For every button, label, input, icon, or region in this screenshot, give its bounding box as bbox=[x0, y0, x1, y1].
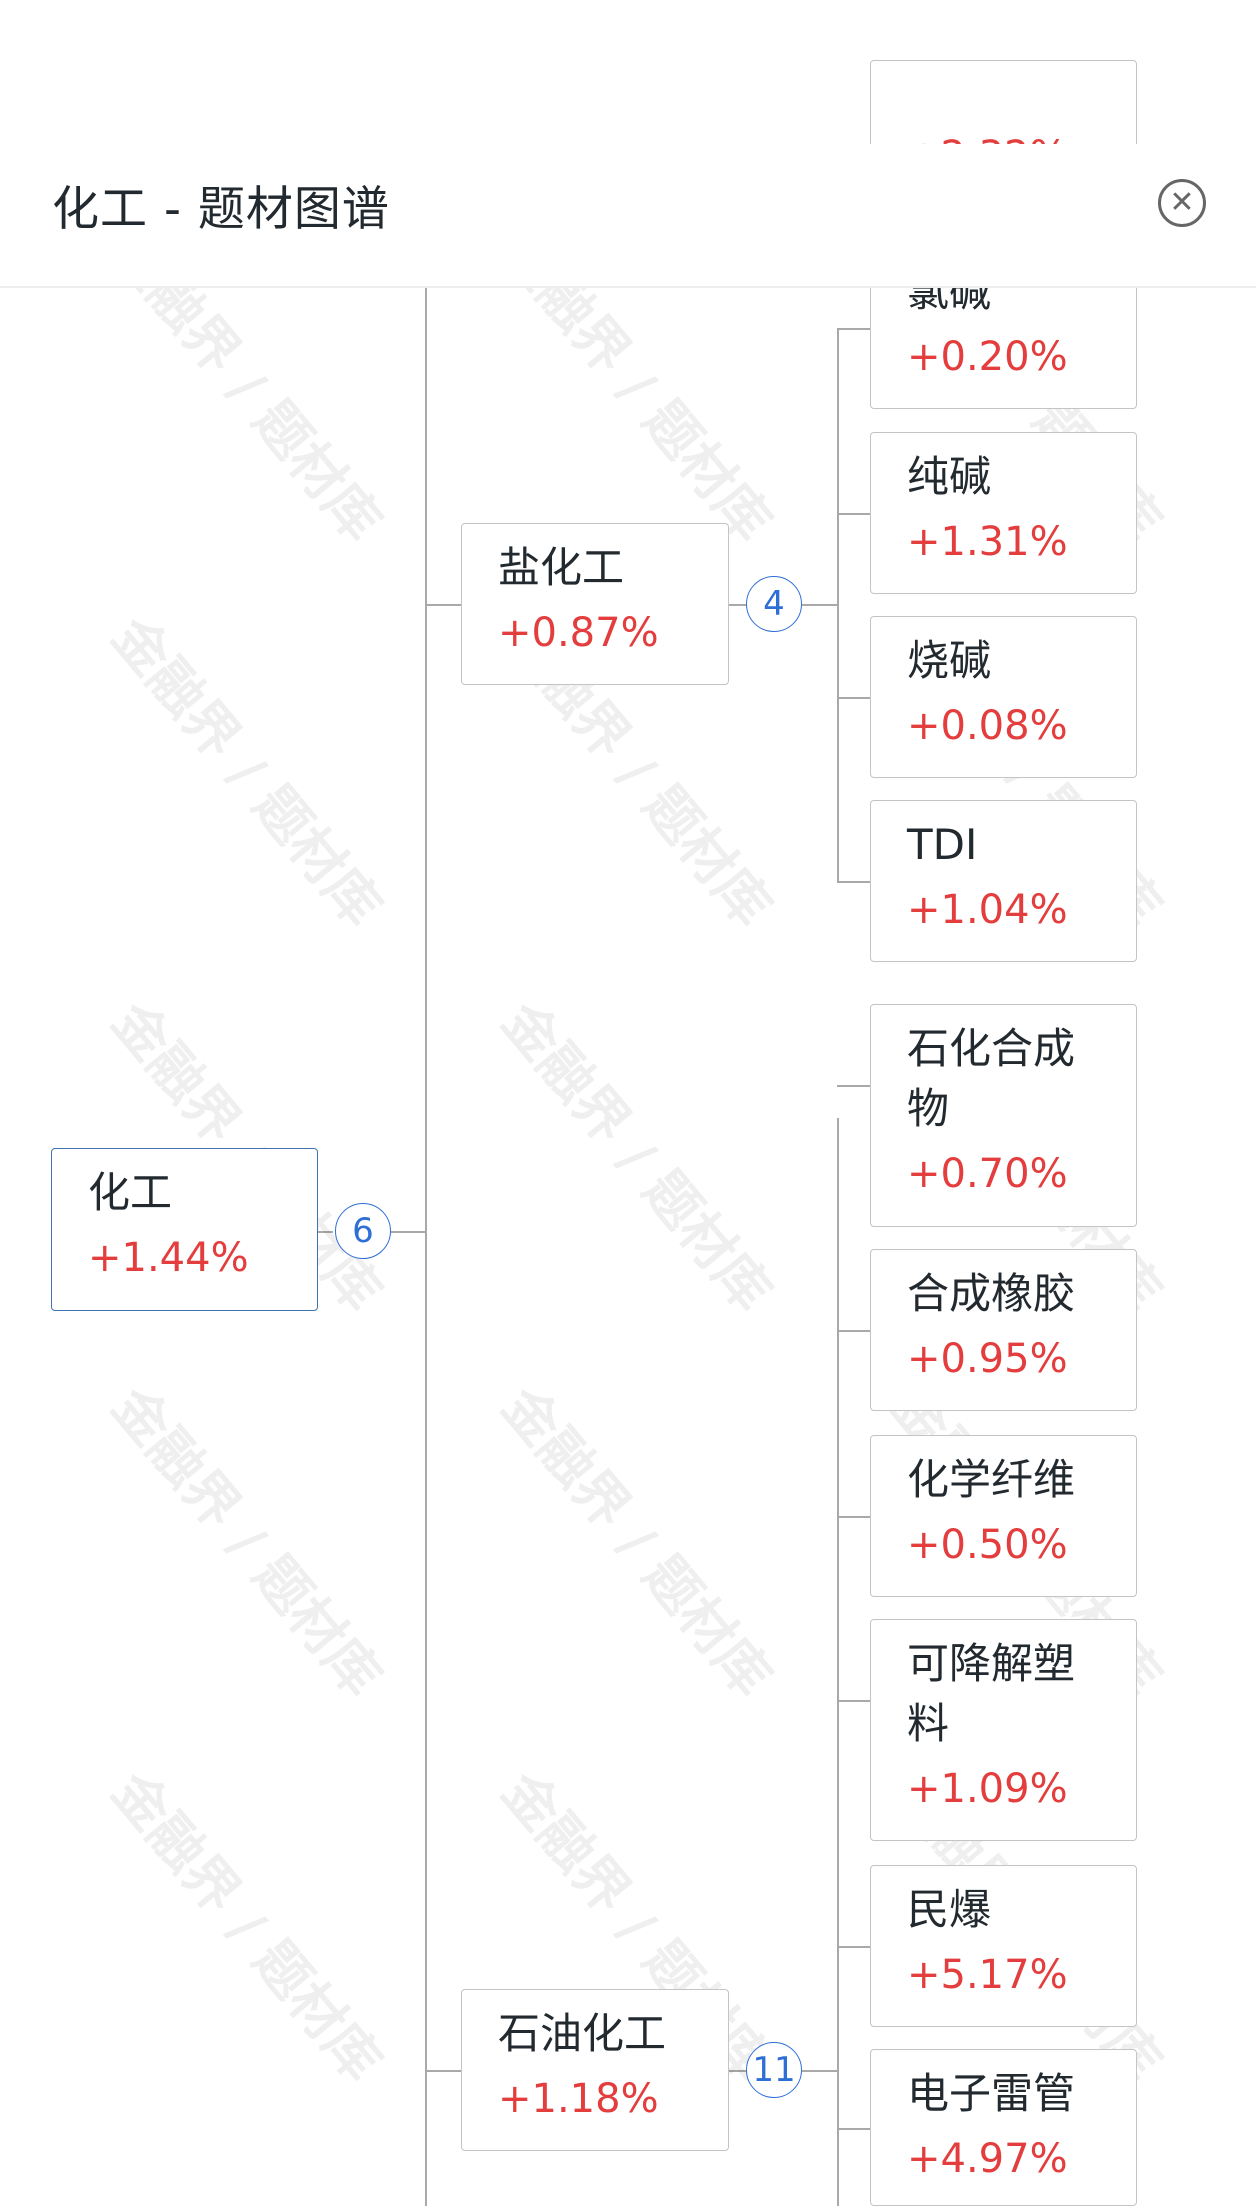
node-change: +0.87% bbox=[498, 610, 659, 656]
node-name: 化学纤维 bbox=[907, 1455, 1076, 1504]
leaf-node-card[interactable]: 化学纤维 +0.50% bbox=[870, 1435, 1137, 1597]
connector-line bbox=[837, 881, 871, 883]
leaf-node-card[interactable]: 纯碱 +1.31% bbox=[870, 432, 1137, 594]
leaf-node-card[interactable]: 石化合成物 +0.70% bbox=[870, 1004, 1137, 1227]
node-name: 可降解塑料 bbox=[907, 1639, 1076, 1748]
connector-line bbox=[426, 2070, 461, 2072]
watermark: 金融界 / 题材库 bbox=[100, 1760, 394, 2094]
branch-node-card[interactable]: 石油化工 +1.18% bbox=[461, 1989, 729, 2151]
connector-line bbox=[318, 1231, 333, 1233]
connector-line bbox=[837, 1118, 839, 2206]
theme-map-canvas[interactable]: 金融界 / 题材库 金融界 / 题材库 金融界 / 题材库 金融界 / 题材库 金融界 … bbox=[0, 60, 1256, 2206]
child-count-badge[interactable]: 11 bbox=[746, 2042, 802, 2098]
node-change: +4.97% bbox=[907, 2136, 1068, 2182]
leaf-node-card[interactable]: 可降解塑料 +1.09% bbox=[870, 1619, 1137, 1841]
node-change: +0.50% bbox=[907, 1522, 1068, 1568]
node-name: 民爆 bbox=[907, 1885, 992, 1934]
connector-line bbox=[837, 328, 839, 882]
node-change: +0.08% bbox=[907, 703, 1068, 749]
connector-line bbox=[729, 2070, 746, 2072]
child-count-badge[interactable]: 4 bbox=[746, 576, 802, 632]
connector-line bbox=[837, 513, 871, 515]
connector-line bbox=[837, 1330, 871, 1332]
connector-line bbox=[425, 144, 427, 2206]
branch-node-card[interactable]: 盐化工 +0.87% bbox=[461, 523, 729, 685]
watermark: 金融界 / 题材库 bbox=[490, 1375, 784, 1709]
child-count-badge[interactable]: 6 bbox=[335, 1203, 391, 1259]
connector-line bbox=[391, 1231, 426, 1233]
node-change: +1.18% bbox=[498, 2076, 659, 2122]
leaf-node-card[interactable]: 电子雷管 +4.97% bbox=[870, 2049, 1137, 2206]
connector-line bbox=[837, 697, 871, 699]
connector-line bbox=[802, 604, 838, 606]
node-change: +1.09% bbox=[907, 1766, 1068, 1812]
node-name: 石化合成物 bbox=[907, 1024, 1076, 1133]
leaf-node-card[interactable]: 合成橡胶 +0.95% bbox=[870, 1249, 1137, 1411]
connector-line bbox=[837, 2127, 871, 2130]
leaf-node-card[interactable]: 民爆 +5.17% bbox=[870, 1865, 1137, 2027]
watermark: 金融界 / 题材库 bbox=[490, 990, 784, 1324]
node-name: 盐化工 bbox=[498, 543, 625, 592]
connector-line bbox=[837, 1946, 871, 1948]
node-name: 合成橡胶 bbox=[907, 1269, 1076, 1318]
header: 化工 - 题材图谱 ✕ bbox=[0, 144, 1256, 288]
root-node-card[interactable]: 化工 +1.44% bbox=[51, 1148, 318, 1311]
node-change: +0.70% bbox=[907, 1151, 1068, 1197]
watermark: 金融界 / 题材库 bbox=[100, 605, 394, 939]
connector-line bbox=[426, 604, 461, 606]
connector-line bbox=[837, 328, 871, 330]
node-name: 电子雷管 bbox=[907, 2069, 1076, 2118]
leaf-node-card[interactable]: TDI +1.04% bbox=[870, 800, 1137, 962]
connector-line bbox=[802, 2070, 838, 2072]
node-name: TDI bbox=[907, 820, 978, 869]
connector-line bbox=[837, 1700, 871, 1702]
connector-line bbox=[729, 604, 746, 606]
node-name: 石油化工 bbox=[498, 2009, 667, 2058]
watermark: 金融界 / 题材库 bbox=[100, 1375, 394, 1709]
node-change: +5.17% bbox=[907, 1952, 1068, 1998]
connector-line bbox=[837, 1085, 871, 1087]
node-change: +1.44% bbox=[88, 1235, 249, 1281]
leaf-node-card[interactable]: 烧碱 +0.08% bbox=[870, 616, 1137, 778]
node-name: 纯碱 bbox=[907, 452, 992, 501]
node-change: +0.20% bbox=[907, 334, 1068, 380]
node-name: 烧碱 bbox=[907, 636, 992, 685]
connector-line bbox=[837, 1516, 871, 1518]
node-name: 化工 bbox=[88, 1168, 173, 1217]
node-change: +0.95% bbox=[907, 1336, 1068, 1382]
page-title: 化工 - 题材图谱 bbox=[52, 182, 390, 237]
node-change: +1.31% bbox=[907, 519, 1068, 565]
close-icon[interactable]: ✕ bbox=[1158, 179, 1206, 227]
node-change: +1.04% bbox=[907, 887, 1068, 933]
